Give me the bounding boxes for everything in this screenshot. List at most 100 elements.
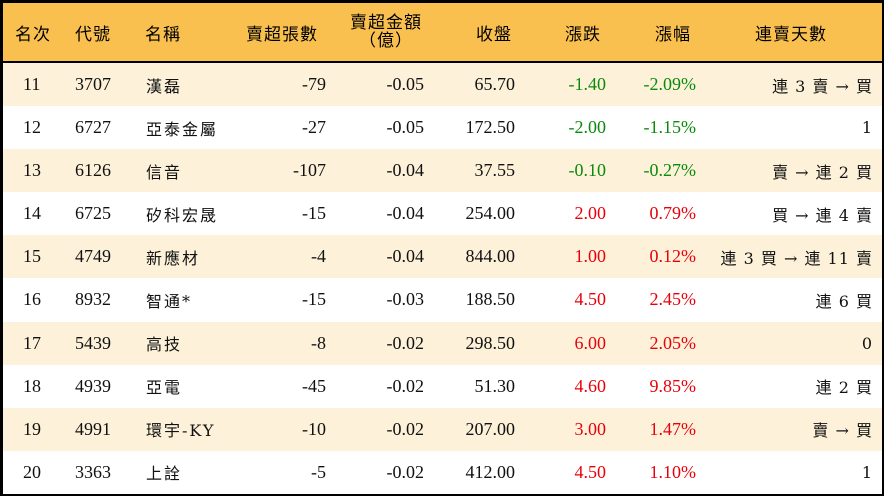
cell-consecutive-days: 賣 → 連 2 買 xyxy=(772,162,873,182)
cell-change-pct: 0.12% xyxy=(649,246,697,267)
cell-name: 亞泰金屬 xyxy=(146,119,219,139)
header-net-sell-shares: 賣超張數 xyxy=(246,24,318,45)
table-row: 18 4939 亞電 -45 -0.02 51.30 4.60 9.85% 連 … xyxy=(3,364,882,408)
cell-rank: 16 xyxy=(23,289,41,310)
header-change-pct: 漲幅 xyxy=(655,24,691,45)
table-row: 15 4749 新應材 -4 -0.04 844.00 1.00 0.12% 連… xyxy=(3,235,882,279)
cell-rank: 13 xyxy=(23,160,41,181)
cell-change-pct: 2.05% xyxy=(649,332,697,353)
table-row: 16 8932 智通* -15 -0.03 188.50 4.50 2.45% … xyxy=(3,278,882,322)
cell-net-sell-shares: -4 xyxy=(311,246,326,267)
cell-rank: 19 xyxy=(23,418,41,439)
cell-close: 51.30 xyxy=(474,375,516,396)
cell-consecutive-days: 1 xyxy=(861,118,873,138)
cell-rank: 15 xyxy=(23,246,41,267)
cell-change: 2.00 xyxy=(574,203,607,224)
cell-close: 412.00 xyxy=(465,461,516,482)
cell-name: 智通* xyxy=(146,291,193,311)
header-net-sell-amount-line2: （億） xyxy=(359,31,413,51)
cell-code: 4749 xyxy=(75,246,111,267)
cell-net-sell-amount: -0.02 xyxy=(386,375,425,396)
cell-close: 844.00 xyxy=(465,246,516,267)
cell-change-pct: -1.15% xyxy=(643,117,697,138)
cell-net-sell-shares: -107 xyxy=(293,160,326,181)
cell-change-pct: 1.47% xyxy=(649,418,697,439)
cell-net-sell-amount: -0.05 xyxy=(386,117,425,138)
cell-consecutive-days: 連 6 買 xyxy=(815,291,873,311)
cell-rank: 18 xyxy=(23,375,41,396)
table-row: 17 5439 高技 -8 -0.02 298.50 6.00 2.05% 0 xyxy=(3,321,882,365)
cell-change-pct: 0.79% xyxy=(649,203,697,224)
cell-name: 漢磊 xyxy=(146,76,183,96)
header-close: 收盤 xyxy=(476,24,512,45)
header-net-sell-amount: 賣超金額 （億） xyxy=(346,3,426,61)
table-body: 11 3707 漢磊 -79 -0.05 65.70 -1.40 -2.09% … xyxy=(3,63,882,494)
cell-close: 65.70 xyxy=(474,74,516,94)
header-code: 代號 xyxy=(75,24,111,45)
cell-change: 1.00 xyxy=(574,246,607,267)
cell-name: 新應材 xyxy=(146,248,201,268)
cell-change-pct: 9.85% xyxy=(649,375,697,396)
table-header: 名次 代號 名稱 賣超張數 賣超金額 （億） 收盤 漲跌 漲幅 連賣天數 xyxy=(3,3,882,63)
cell-net-sell-amount: -0.04 xyxy=(386,160,425,181)
cell-rank: 20 xyxy=(23,461,41,482)
cell-code: 8932 xyxy=(75,289,111,310)
cell-change: 4.60 xyxy=(574,375,607,396)
table-row: 13 6126 信音 -107 -0.04 37.55 -0.10 -0.27%… xyxy=(3,149,882,193)
header-net-sell-amount-line1: 賣超金額 xyxy=(350,13,422,33)
cell-consecutive-days: 連 3 買 → 連 11 賣 xyxy=(720,248,873,268)
cell-change-pct: -2.09% xyxy=(643,74,697,94)
cell-change: -2.00 xyxy=(568,117,607,138)
cell-change: 4.50 xyxy=(574,289,607,310)
cell-change: 3.00 xyxy=(574,418,607,439)
cell-code: 4939 xyxy=(75,375,111,396)
cell-code: 3707 xyxy=(75,74,111,94)
header-consecutive-days: 連賣天數 xyxy=(755,24,827,45)
cell-close: 298.50 xyxy=(465,332,516,353)
cell-change: 6.00 xyxy=(574,332,607,353)
cell-code: 5439 xyxy=(75,332,111,353)
cell-rank: 14 xyxy=(23,203,41,224)
header-name: 名稱 xyxy=(145,24,181,45)
cell-name: 信音 xyxy=(146,162,183,182)
table-row: 11 3707 漢磊 -79 -0.05 65.70 -1.40 -2.09% … xyxy=(3,63,882,107)
cell-net-sell-shares: -5 xyxy=(311,461,326,482)
table-row: 14 6725 矽科宏晟 -15 -0.04 254.00 2.00 0.79%… xyxy=(3,192,882,236)
cell-name: 亞電 xyxy=(146,378,183,398)
cell-consecutive-days: 連 2 買 xyxy=(815,378,873,398)
header-rank: 名次 xyxy=(15,24,51,45)
cell-net-sell-shares: -15 xyxy=(302,289,326,310)
cell-net-sell-amount: -0.04 xyxy=(386,203,425,224)
cell-code: 6725 xyxy=(75,203,111,224)
cell-rank: 17 xyxy=(23,332,41,353)
cell-consecutive-days: 連 3 賣 → 買 xyxy=(772,76,873,96)
cell-change: -1.40 xyxy=(568,74,607,94)
header-change: 漲跌 xyxy=(565,24,601,45)
table-row: 19 4991 環宇-KY -10 -0.02 207.00 3.00 1.47… xyxy=(3,407,882,451)
cell-consecutive-days: 買 → 連 4 賣 xyxy=(772,205,873,225)
cell-net-sell-shares: -27 xyxy=(302,117,326,138)
cell-name: 高技 xyxy=(146,335,183,355)
cell-net-sell-amount: -0.05 xyxy=(386,74,425,94)
cell-net-sell-shares: -45 xyxy=(302,375,326,396)
cell-code: 6126 xyxy=(75,160,111,181)
cell-name: 上詮 xyxy=(146,464,183,484)
cell-net-sell-amount: -0.02 xyxy=(386,418,425,439)
cell-net-sell-amount: -0.02 xyxy=(386,461,425,482)
cell-name: 矽科宏晟 xyxy=(146,205,219,225)
cell-net-sell-shares: -10 xyxy=(302,418,326,439)
cell-net-sell-shares: -79 xyxy=(302,74,326,94)
cell-close: 188.50 xyxy=(465,289,516,310)
cell-close: 254.00 xyxy=(465,203,516,224)
cell-rank: 12 xyxy=(23,117,41,138)
table-row: 12 6727 亞泰金屬 -27 -0.05 172.50 -2.00 -1.1… xyxy=(3,106,882,150)
cell-code: 4991 xyxy=(75,418,111,439)
cell-change-pct: -0.27% xyxy=(643,160,697,181)
cell-change-pct: 1.10% xyxy=(649,461,697,482)
cell-rank: 11 xyxy=(23,74,41,94)
cell-net-sell-amount: -0.02 xyxy=(386,332,425,353)
cell-close: 172.50 xyxy=(465,117,516,138)
cell-code: 6727 xyxy=(75,117,111,138)
cell-name: 環宇-KY xyxy=(146,421,216,441)
